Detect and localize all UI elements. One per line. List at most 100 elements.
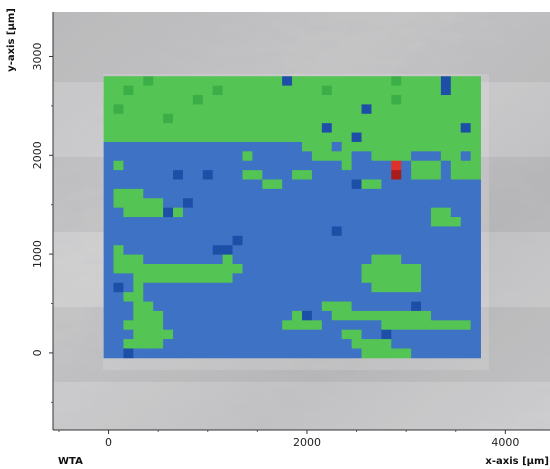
heatmap-cell xyxy=(182,329,194,340)
heatmap-cell xyxy=(103,226,114,237)
heatmap-cell xyxy=(391,348,402,359)
heatmap-cell xyxy=(470,339,481,349)
heatmap-cell xyxy=(192,132,204,143)
heatmap-cell xyxy=(411,348,422,359)
heatmap-cell xyxy=(292,160,303,171)
heatmap-cell xyxy=(321,339,333,349)
heatmap-cell xyxy=(391,292,402,302)
heatmap-cell xyxy=(242,188,253,199)
heatmap-cell xyxy=(103,235,114,246)
heatmap-cell xyxy=(470,263,481,274)
heatmap-cell xyxy=(163,160,174,171)
heatmap-cell xyxy=(113,104,124,115)
heatmap-cell xyxy=(222,113,233,124)
heatmap-cell xyxy=(391,217,402,227)
heatmap-cell xyxy=(450,263,462,274)
heatmap-cell xyxy=(212,273,224,284)
heatmap-cell xyxy=(272,263,283,274)
heatmap-cell xyxy=(222,254,233,265)
heatmap-cell xyxy=(470,113,481,124)
heatmap-cell xyxy=(430,310,442,321)
heatmap-cell xyxy=(391,104,402,115)
heatmap-cell xyxy=(192,282,204,293)
heatmap-cell xyxy=(460,113,472,124)
heatmap-cell xyxy=(331,160,343,171)
heatmap-cell xyxy=(450,282,462,293)
heatmap-cell xyxy=(182,226,194,237)
heatmap-cell xyxy=(232,320,243,331)
heatmap-cell xyxy=(143,198,154,209)
heatmap-cell xyxy=(192,339,204,349)
heatmap-cell xyxy=(361,104,372,115)
heatmap-cell xyxy=(173,151,184,162)
heatmap-cell xyxy=(192,76,204,87)
heatmap-cell xyxy=(391,273,402,284)
heatmap-cell xyxy=(331,339,343,349)
heatmap-cell xyxy=(430,329,442,340)
heatmap-cell xyxy=(182,113,194,124)
heatmap-cell xyxy=(311,292,323,302)
heatmap-cell xyxy=(153,188,164,199)
heatmap-cell xyxy=(430,301,442,312)
heatmap-cell xyxy=(103,310,114,321)
heatmap-cell xyxy=(421,263,432,274)
heatmap-cell xyxy=(440,301,452,312)
heatmap-cell xyxy=(173,123,184,133)
heatmap-cell xyxy=(262,226,273,237)
heatmap-cell xyxy=(371,141,382,152)
heatmap-cell xyxy=(163,329,174,340)
heatmap-cell xyxy=(242,273,253,284)
heatmap-cell xyxy=(371,123,382,133)
heatmap-cell xyxy=(341,254,352,265)
heatmap-cell xyxy=(272,104,283,115)
heatmap-cell xyxy=(470,254,481,265)
heatmap-cell xyxy=(470,226,481,237)
heatmap-cell xyxy=(123,188,134,199)
heatmap-cell xyxy=(430,348,442,359)
heatmap-cell xyxy=(450,104,462,115)
heatmap-cell xyxy=(421,170,432,180)
heatmap-cell xyxy=(302,226,313,237)
heatmap-cell xyxy=(282,151,293,162)
heatmap-cell xyxy=(222,292,233,302)
heatmap-cell xyxy=(341,282,352,293)
heatmap-cell xyxy=(163,151,174,162)
heatmap-cell xyxy=(311,329,323,340)
heatmap-cell xyxy=(302,188,313,199)
heatmap-cell xyxy=(391,254,402,265)
heatmap-cell xyxy=(123,273,134,284)
heatmap-cell xyxy=(460,301,472,312)
heatmap-cell xyxy=(430,113,442,124)
heatmap-cell xyxy=(470,141,481,152)
heatmap-cell xyxy=(292,104,303,115)
heatmap-cell xyxy=(411,273,422,284)
heatmap-cell xyxy=(242,141,253,152)
heatmap-cell xyxy=(411,151,422,162)
heatmap-cell xyxy=(133,217,144,227)
heatmap-cell xyxy=(113,76,124,87)
heatmap-cell xyxy=(341,217,352,227)
heatmap-cell xyxy=(182,76,194,87)
heatmap-cell xyxy=(450,245,462,255)
heatmap-cell xyxy=(421,320,432,331)
heatmap-cell xyxy=(321,123,333,133)
x-tick-label: 4000 xyxy=(491,436,519,449)
heatmap-cell xyxy=(212,151,224,162)
heatmap-cell xyxy=(232,310,243,321)
heatmap-cell xyxy=(163,104,174,115)
heatmap-cell xyxy=(202,95,214,105)
heatmap-cell xyxy=(143,76,154,87)
heatmap-cell xyxy=(411,217,422,227)
heatmap-cell xyxy=(212,282,224,293)
heatmap-cell xyxy=(103,245,114,255)
heatmap-cell xyxy=(331,132,343,143)
heatmap-cell xyxy=(311,113,323,124)
heatmap-cell xyxy=(450,235,462,246)
heatmap-cell xyxy=(311,104,323,115)
heatmap-cell xyxy=(391,245,402,255)
heatmap-cell xyxy=(242,348,253,359)
heatmap-cell xyxy=(103,320,114,331)
heatmap-cell xyxy=(321,85,333,96)
heatmap-cell xyxy=(133,104,144,115)
heatmap-cell xyxy=(391,132,402,143)
